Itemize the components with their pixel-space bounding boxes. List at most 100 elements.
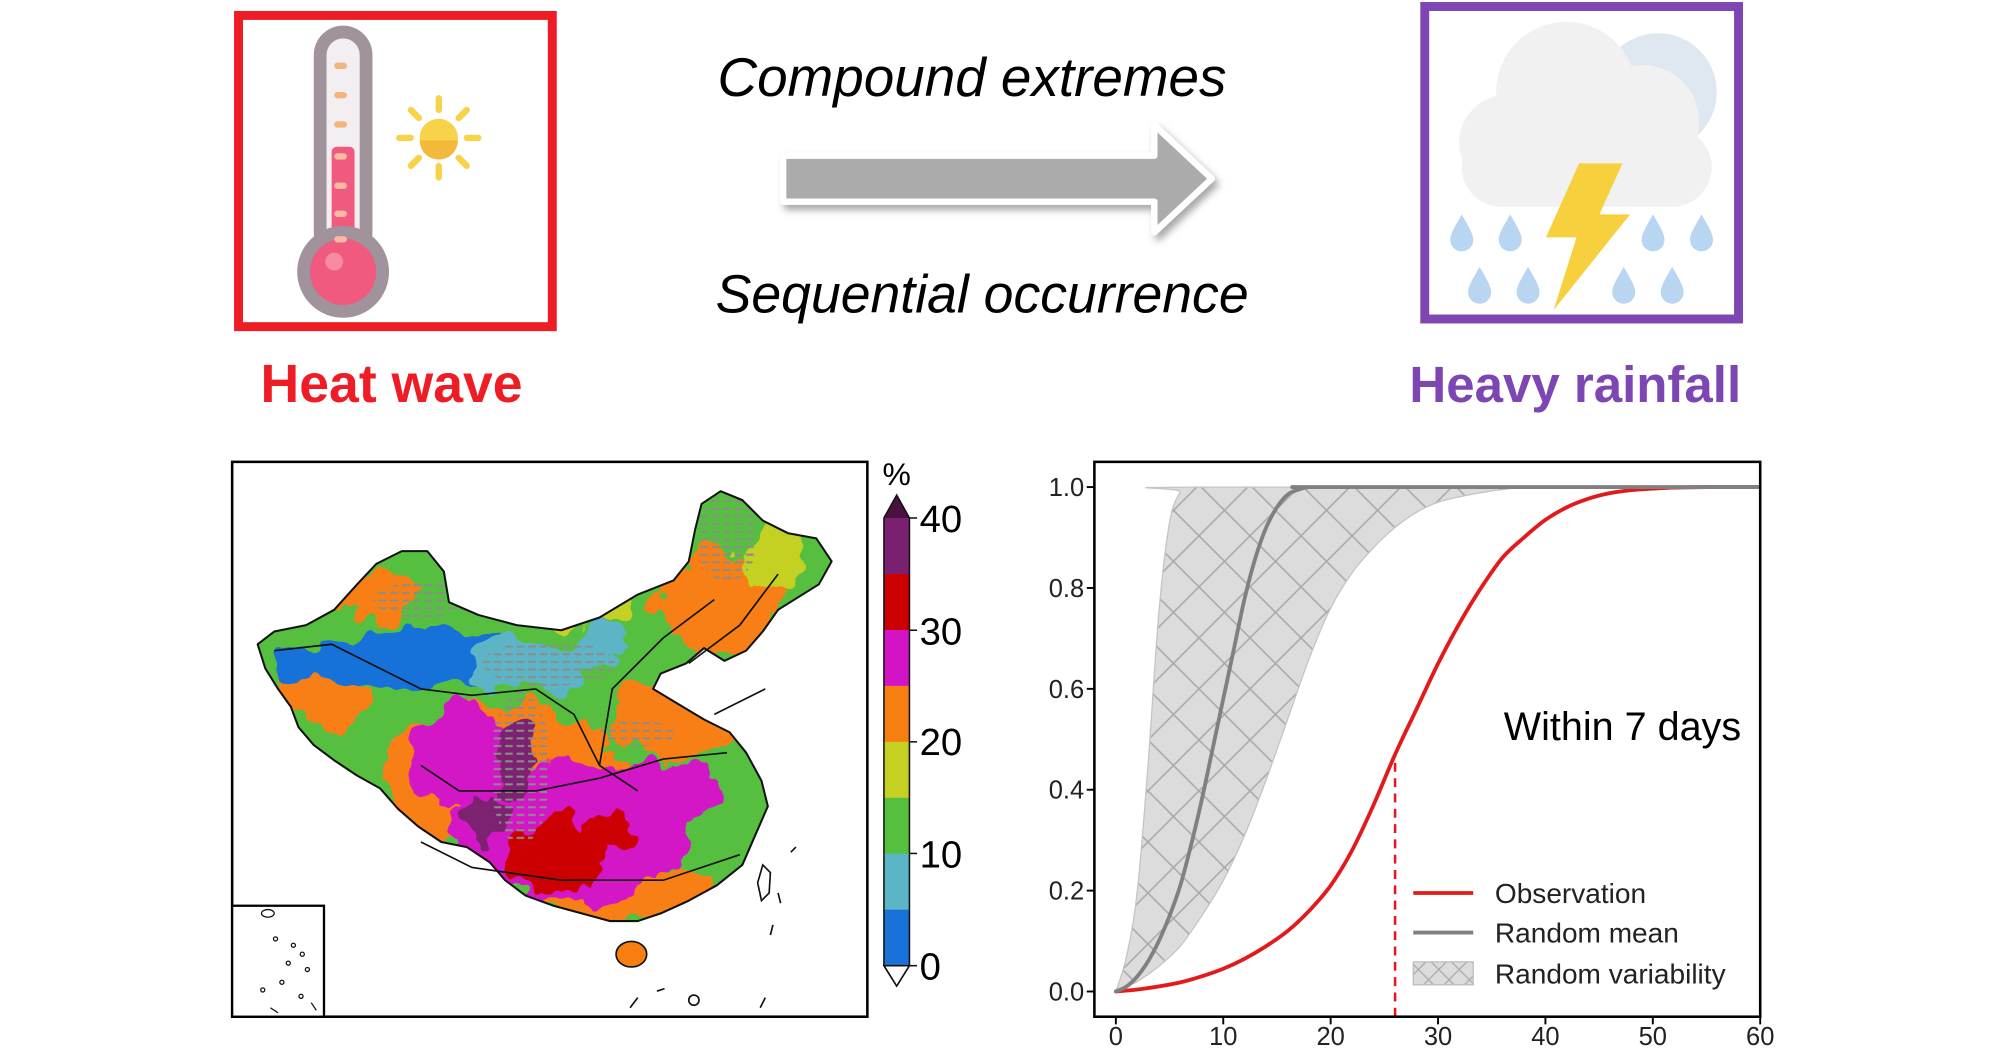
colorbar-tick-label: 10 xyxy=(920,833,963,876)
random-mean-line xyxy=(1113,485,1761,994)
region-boundaries xyxy=(274,573,779,882)
sun-ray xyxy=(455,154,470,170)
thermometer-tick xyxy=(334,236,347,243)
x-tick-label: 10 xyxy=(1209,1023,1237,1050)
stipple-area xyxy=(489,691,552,845)
inset-island xyxy=(260,908,275,918)
cdf-chart-panel: 0 10 20 30 40 50 60 0.0 0.2 0.4 0.6 0.8 1.0 Within 7… xyxy=(1049,460,1775,1050)
island-mark xyxy=(629,997,639,1009)
sequential-occurrence-label: Sequential occurrence xyxy=(716,266,1249,325)
region-boundary xyxy=(535,688,639,792)
legend-label-random-mean: Random mean xyxy=(1495,918,1679,949)
heat-wave-label: Heat wave xyxy=(261,355,523,414)
colorbar-tick-label: 20 xyxy=(920,721,963,764)
sun-ray xyxy=(455,106,470,122)
raindrop-icon xyxy=(1612,266,1636,304)
colorbar-segment xyxy=(883,685,910,743)
island-mark xyxy=(769,924,774,936)
region-boundary xyxy=(420,751,728,792)
colorbar-segment xyxy=(883,797,910,855)
y-tick-label: 1.0 xyxy=(1049,474,1084,502)
inset-frame xyxy=(230,904,326,1018)
inset-island xyxy=(298,993,304,999)
raindrop-icon xyxy=(1660,266,1684,304)
map-color-patch xyxy=(274,639,351,675)
y-tick-label: 0.4 xyxy=(1049,777,1084,805)
raindrop-icon xyxy=(1690,214,1714,252)
inset-island xyxy=(279,979,285,985)
thermometer-tick xyxy=(334,91,347,99)
raindrop-icon xyxy=(1516,266,1540,304)
random-variability-band xyxy=(1114,486,1761,993)
thermometer-tick xyxy=(334,182,347,189)
colorbar-segment xyxy=(883,629,910,687)
colorbar-tick-label: 40 xyxy=(920,498,963,541)
thermometer-tick xyxy=(334,153,347,160)
inset-island xyxy=(272,936,279,942)
chart-plot-layer xyxy=(1113,485,1761,1017)
inset-islands xyxy=(260,908,317,1014)
thermometer-tick xyxy=(334,121,347,128)
island-mark xyxy=(759,997,767,1009)
heat-wave-frame xyxy=(234,10,557,332)
island-marks xyxy=(629,846,797,1009)
colorbar-tick-label: 0 xyxy=(920,946,941,989)
thermometer-icon xyxy=(297,25,390,318)
colorbar-tick-label: 30 xyxy=(920,610,963,653)
colorbar-unit: % xyxy=(883,456,911,492)
raindrop-icon xyxy=(1641,214,1665,252)
chart-axes-frame xyxy=(1093,460,1762,1018)
significance-stippling xyxy=(372,495,758,845)
raindrop-icon xyxy=(1498,214,1522,252)
island-mark xyxy=(656,987,665,992)
legend-label-observation: Observation xyxy=(1495,878,1646,909)
thermometer-bulb xyxy=(309,238,377,305)
legend-label-random-variability: Random variability xyxy=(1495,959,1726,990)
inset-island xyxy=(260,987,266,993)
island-mark xyxy=(790,846,797,853)
south-china-sea-inset xyxy=(230,904,326,1018)
x-tick-label: 0 xyxy=(1109,1023,1123,1050)
inset-island xyxy=(310,1002,317,1011)
sun-icon xyxy=(396,95,482,181)
hainan-island xyxy=(615,940,648,968)
stipple-area xyxy=(599,720,677,747)
island-mark xyxy=(687,994,700,1007)
inset-island xyxy=(270,1007,279,1014)
china-map-panel: % 40 30 20 10 0 xyxy=(230,456,963,1018)
sun-ray xyxy=(407,154,423,170)
taiwan-island xyxy=(756,863,772,903)
region-boundary xyxy=(274,643,536,697)
inset-island xyxy=(304,966,311,973)
thermometer-tick xyxy=(334,62,347,70)
cloud-icon xyxy=(1459,21,1717,207)
thermometer-bulb-highlight xyxy=(325,252,344,271)
colorbar-under-triangle xyxy=(882,964,911,988)
colorbar-segment xyxy=(883,853,910,911)
colorbar-ticks xyxy=(909,517,918,967)
chart-legend: Observation Random mean Random variabili… xyxy=(1412,878,1726,990)
legend-swatch-random-variability xyxy=(1412,961,1474,986)
sequence-arrow-group: Compound extremes Sequential occurrence xyxy=(716,46,1249,325)
sun-disc-shade xyxy=(419,140,458,160)
island-mark xyxy=(777,892,782,904)
chart-axis-layer: 0 10 20 30 40 50 60 0.0 0.2 0.4 0.6 0.8 1.0 xyxy=(1049,474,1775,1050)
heavy-rainfall-panel: Heavy rainfall xyxy=(1409,2,1743,413)
x-tick-label: 20 xyxy=(1316,1023,1344,1050)
inset-island xyxy=(299,951,305,957)
map-color-patch xyxy=(614,757,717,830)
x-tick-label: 30 xyxy=(1424,1023,1452,1050)
right-arrow-icon xyxy=(779,121,1215,236)
inset-island xyxy=(285,960,291,966)
y-tick-label: 0.0 xyxy=(1049,978,1084,1006)
y-tick-label: 0.8 xyxy=(1049,575,1084,603)
stipple-area xyxy=(482,640,615,687)
map-color-patch xyxy=(582,803,647,855)
x-tick-label: 60 xyxy=(1746,1023,1774,1050)
compound-extremes-label: Compound extremes xyxy=(717,46,1226,108)
inset-island xyxy=(290,942,297,948)
colorbar-segment xyxy=(883,741,910,799)
y-tick-label: 0.2 xyxy=(1049,878,1084,906)
lightning-icon xyxy=(1545,163,1631,311)
